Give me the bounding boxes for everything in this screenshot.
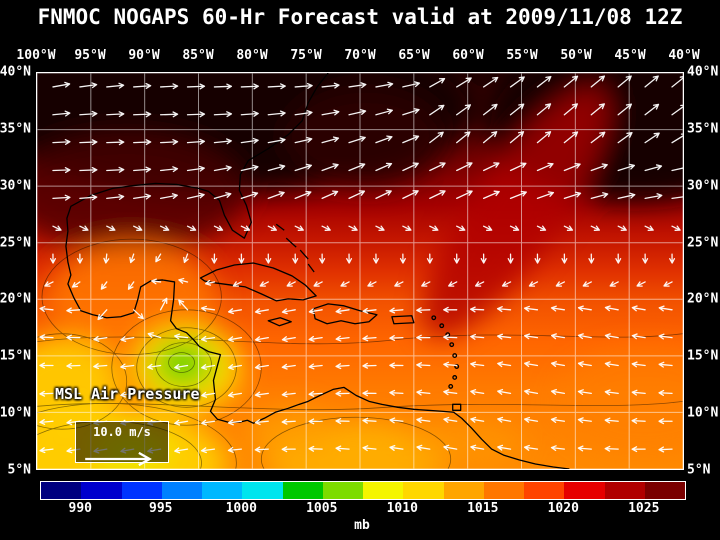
- chart-title: FNMOC NOGAPS 60-Hr Forecast valid at 200…: [37, 5, 683, 29]
- lon-tick-label: 100°W: [16, 48, 56, 63]
- lat-tick-label: 10°N: [0, 405, 31, 421]
- colorbar-segment: [322, 482, 363, 499]
- lat-tick-label: 5°N: [687, 462, 711, 478]
- colorbar-segment: [604, 482, 645, 499]
- latlon-grid: [37, 73, 683, 469]
- lat-tick-label: 15°N: [687, 348, 719, 364]
- lat-tick-label: 25°N: [0, 235, 31, 251]
- colorbar-tick-label: 1015: [467, 501, 499, 516]
- wind-arrows: [39, 75, 683, 454]
- colorbar-tick-label: 995: [149, 501, 173, 516]
- colorbar-segment: [524, 482, 565, 499]
- pressure-anomaly-blobs: [37, 73, 683, 469]
- pressure-colorbar: [40, 481, 686, 500]
- lat-tick-label: 25°N: [687, 235, 719, 251]
- lon-tick-label: 50°W: [560, 48, 592, 63]
- lat-tick-label: 10°N: [687, 405, 719, 421]
- colorbar-segment: [564, 482, 605, 499]
- wind-scale-label: 10.0 m/s: [93, 425, 151, 439]
- lon-tick-label: 65°W: [398, 48, 430, 63]
- colorbar-tick-label: 990: [68, 501, 92, 516]
- colorbar-segment: [161, 482, 202, 499]
- wind-scale-arrow-icon: [85, 451, 152, 467]
- colorbar-tick-labels: 990 995 1000 1005 1010 1015 1020 1025: [40, 501, 684, 516]
- lon-tick-label: 75°W: [290, 48, 322, 63]
- lon-tick-label: 60°W: [452, 48, 484, 63]
- colorbar-unit-label: mb: [354, 518, 370, 533]
- latitude-axis-right: 40°N 35°N 30°N 25°N 20°N 15°N 10°N 5°N: [687, 65, 720, 478]
- wind-scale-legend: 10.0 m/s: [75, 421, 169, 467]
- colorbar-tick-label: 1000: [225, 501, 257, 516]
- lat-tick-label: 30°N: [687, 178, 719, 194]
- colorbar-segment: [644, 482, 685, 499]
- lat-tick-label: 20°N: [687, 291, 719, 307]
- lon-tick-label: 95°W: [74, 48, 106, 63]
- lat-tick-label: 35°N: [0, 121, 31, 137]
- colorbar-segment: [242, 482, 283, 499]
- colorbar-tick-label: 1025: [628, 501, 660, 516]
- lon-tick-label: 45°W: [614, 48, 646, 63]
- lon-tick-label: 55°W: [506, 48, 538, 63]
- pressure-field-plot: [37, 73, 683, 469]
- map-panel: MSL Air Pressure 10.0 m/s: [36, 72, 684, 470]
- colorbar-segment: [443, 482, 484, 499]
- lon-tick-label: 40°W: [668, 48, 700, 63]
- colorbar-segment: [81, 482, 122, 499]
- colorbar-tick-label: 1020: [547, 501, 579, 516]
- lat-tick-label: 20°N: [0, 291, 31, 307]
- colorbar-segment: [483, 482, 524, 499]
- colorbar-segment: [121, 482, 162, 499]
- lat-tick-label: 30°N: [0, 178, 31, 194]
- lat-tick-label: 5°N: [7, 462, 31, 478]
- colorbar-tick-label: 1010: [386, 501, 418, 516]
- lon-tick-label: 90°W: [128, 48, 160, 63]
- colorbar-segment: [363, 482, 404, 499]
- lat-tick-label: 35°N: [687, 121, 719, 137]
- colorbar-segment: [282, 482, 323, 499]
- lat-tick-label: 40°N: [687, 64, 719, 80]
- field-label: MSL Air Pressure: [55, 385, 200, 403]
- colorbar-tick-label: 1005: [306, 501, 338, 516]
- longitude-axis: 100°W 95°W 90°W 85°W 80°W 75°W 70°W 65°W 60°W 55°…: [16, 48, 699, 64]
- lon-tick-label: 70°W: [344, 48, 376, 63]
- lat-tick-label: 40°N: [0, 64, 31, 80]
- colorbar-segment: [403, 482, 444, 499]
- lat-tick-label: 15°N: [0, 348, 31, 364]
- lon-tick-label: 80°W: [236, 48, 268, 63]
- coastlines: [65, 73, 570, 469]
- colorbar-segment: [202, 482, 243, 499]
- colorbar-segment: [41, 482, 82, 499]
- latitude-axis-left: 40°N 35°N 30°N 25°N 20°N 15°N 10°N 5°N: [0, 65, 34, 478]
- lon-tick-label: 85°W: [182, 48, 214, 63]
